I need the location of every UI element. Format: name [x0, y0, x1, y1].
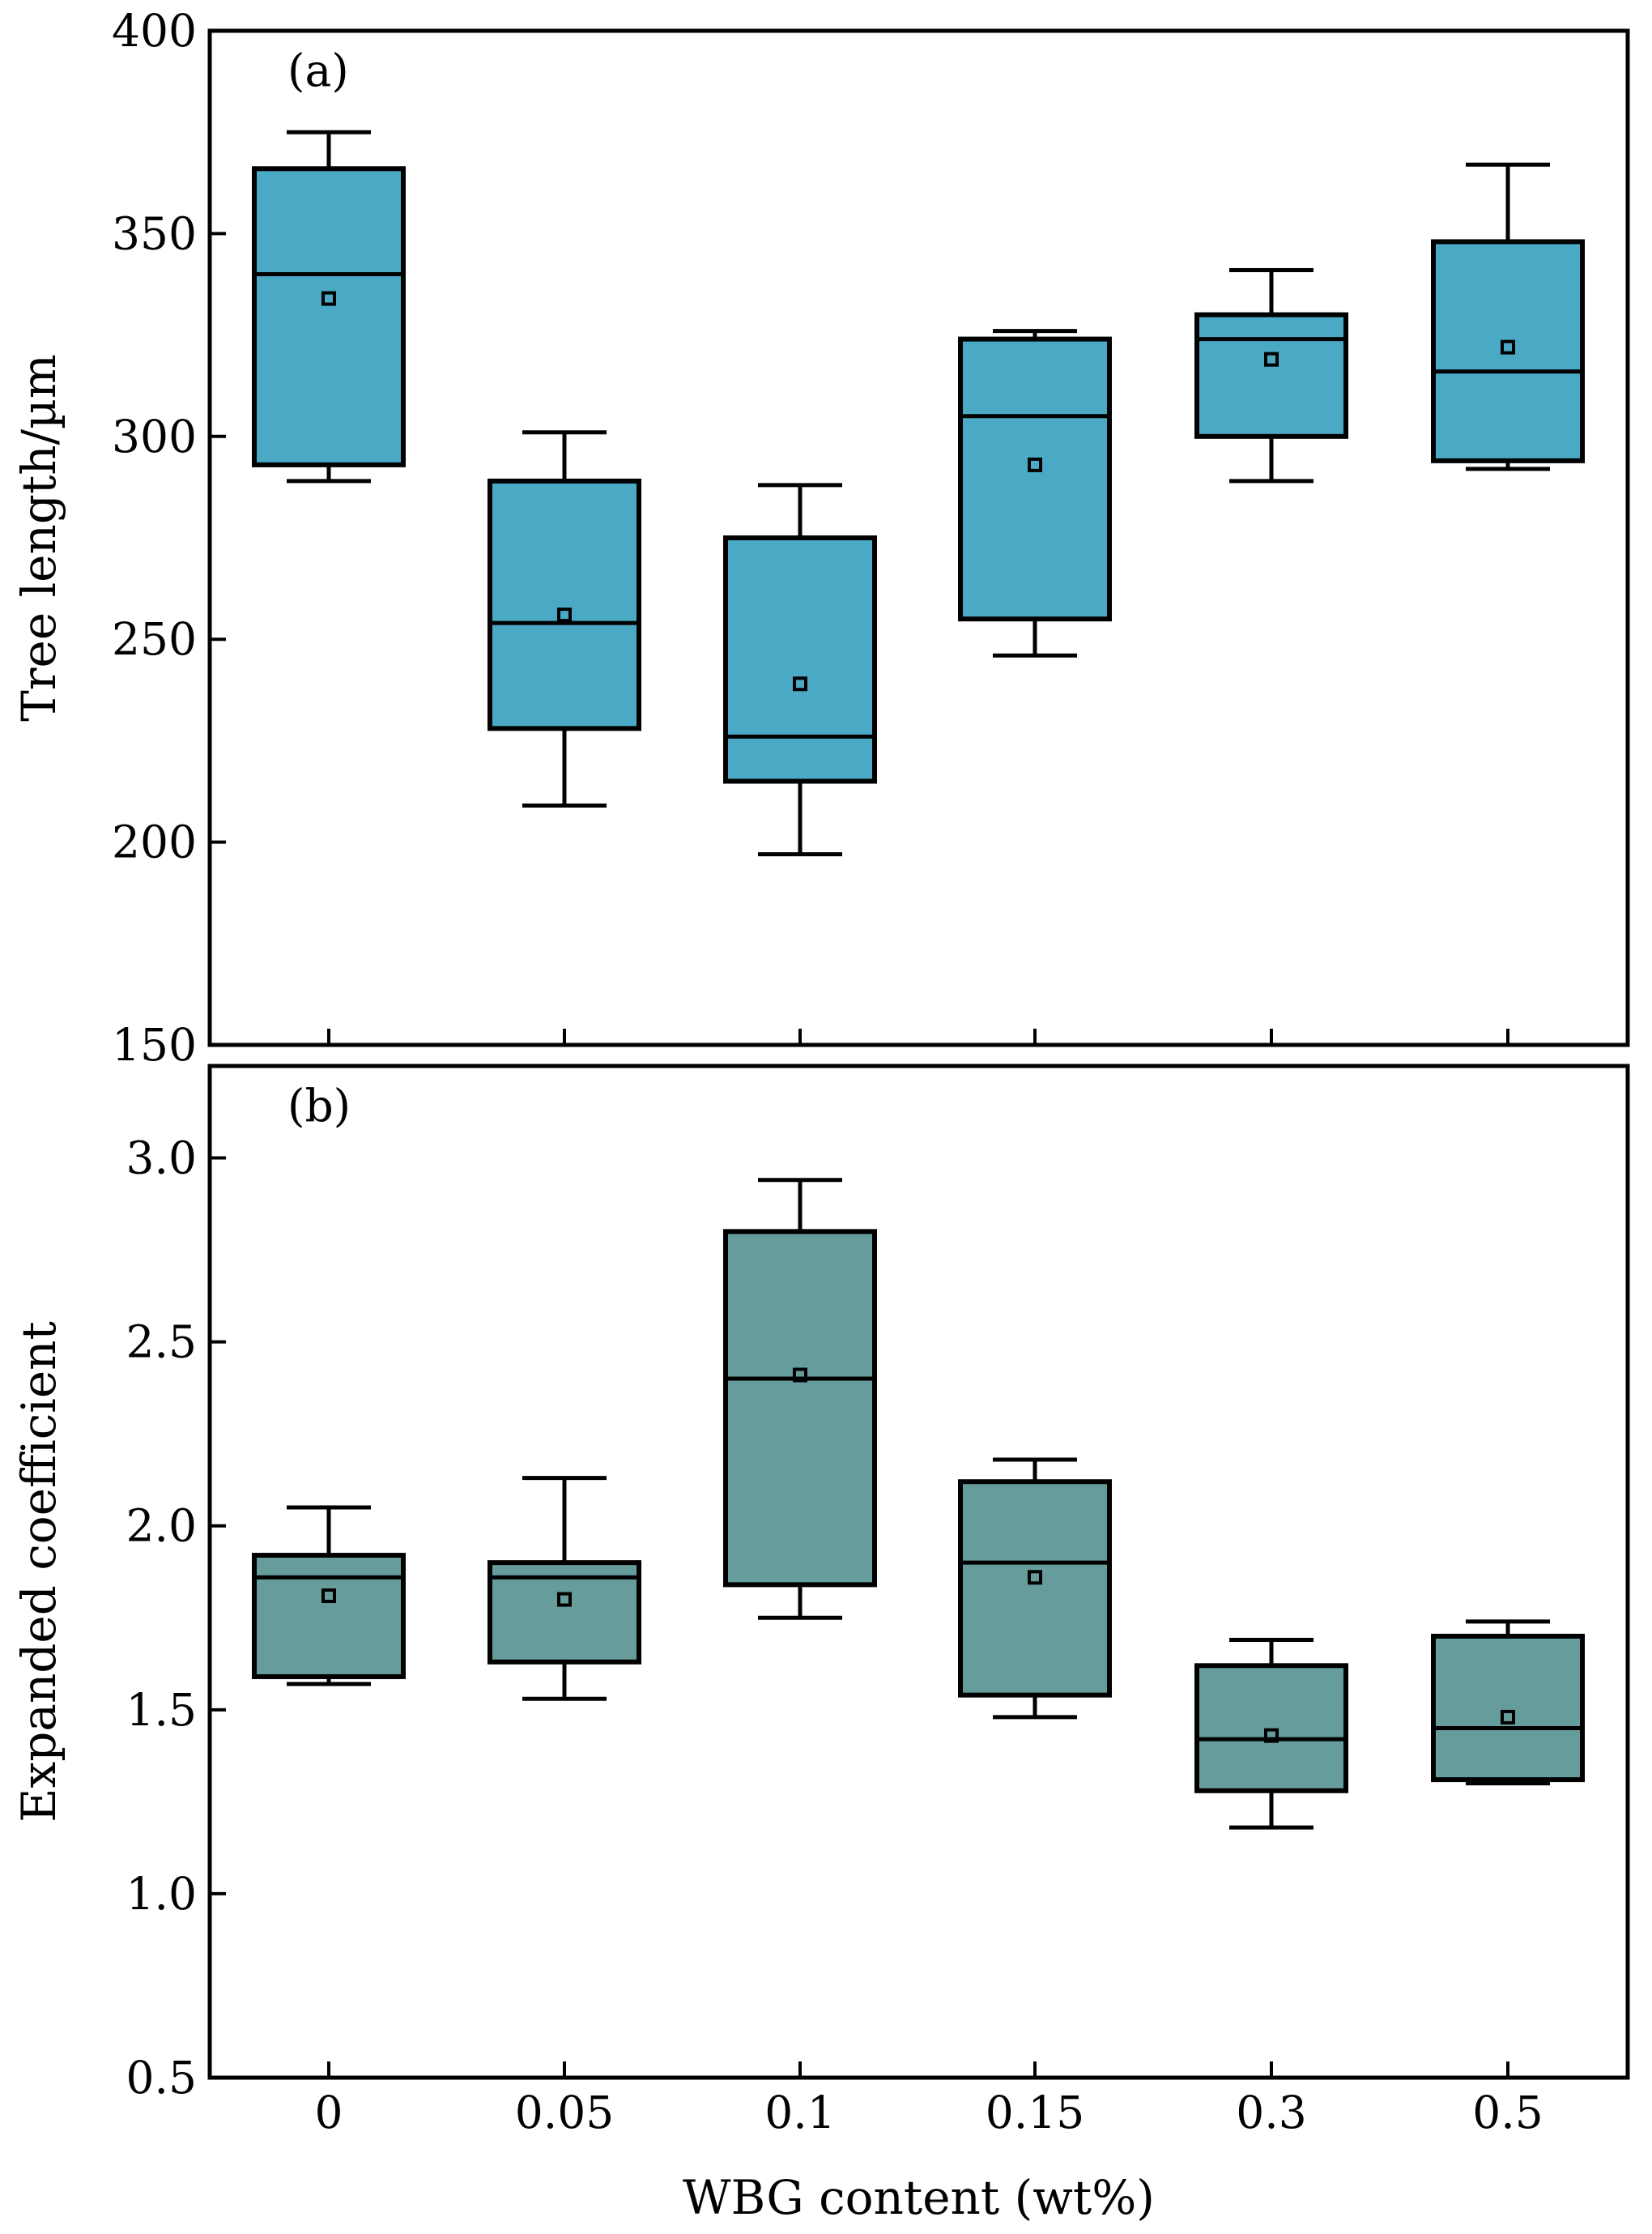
y-tick-label: 300 [112, 411, 197, 463]
y-tick-label: 400 [112, 5, 197, 57]
iqr-box [723, 1229, 877, 1588]
mean-marker [793, 676, 807, 692]
mean-marker [557, 1592, 572, 1607]
mean-marker [321, 291, 336, 306]
panel-label: (a) [287, 45, 349, 96]
y-tick-label: 0.5 [126, 2052, 197, 2104]
y-tick-label: 1.0 [126, 1868, 197, 1920]
y-tick-label: 200 [112, 816, 197, 868]
y-tick-label: 350 [112, 207, 197, 259]
box-0.15 [958, 329, 1112, 658]
box-0.1 [723, 483, 877, 857]
box-0 [252, 130, 406, 484]
iqr-box [252, 166, 406, 467]
x-tick-label: 0.3 [1236, 2087, 1306, 2138]
panel-b-expanded-coefficient: 0.5 1.0 1.5 2.0 2.5 3.0 0 0.05 0.1 0.15 0.3 0.5 Expa… [11, 1064, 1630, 2225]
box-0.1 [723, 1178, 877, 1620]
box-0 [252, 1505, 406, 1686]
y-tick-label: 2.0 [126, 1500, 197, 1552]
plot-frame [207, 28, 1630, 1047]
iqr-box [252, 1553, 406, 1679]
panel-label: (b) [287, 1080, 351, 1132]
box-0.05 [488, 430, 641, 808]
iqr-box [488, 478, 641, 731]
box-0.3 [1194, 267, 1348, 484]
mean-marker [1501, 1709, 1515, 1725]
y-tick-label: 1.5 [126, 1684, 197, 1736]
mean-marker [557, 608, 572, 623]
y-tick-label: 250 [112, 613, 197, 665]
mean-marker [1264, 1728, 1279, 1743]
panel-a-tree-length: 150 200 250 300 350 400 Tree length/µm (a) [11, 5, 1630, 1071]
mean-marker [793, 1367, 807, 1383]
iqr-box [958, 1479, 1112, 1698]
mean-marker [1028, 457, 1042, 472]
box-0.05 [488, 1476, 641, 1701]
mean-marker [1028, 1570, 1042, 1585]
mean-marker [1501, 339, 1515, 355]
x-tick-label: 0.1 [764, 2087, 835, 2138]
iqr-box [723, 535, 877, 784]
box-0.5 [1431, 1619, 1585, 1786]
iqr-box [958, 336, 1112, 622]
mean-marker [1264, 352, 1279, 367]
y-tick-label: 2.5 [126, 1316, 197, 1368]
iqr-box [1194, 1663, 1348, 1793]
x-axis-title: WBG content (wt%) [683, 2170, 1155, 2225]
x-tick-label: 0.05 [515, 2087, 614, 2138]
plot-frame [207, 1064, 1630, 2080]
x-tick-label: 0.5 [1472, 2087, 1543, 2138]
y-tick-label: 150 [112, 1019, 197, 1071]
y-axis-title: Expanded coefficient [11, 1321, 66, 1823]
box-0.3 [1194, 1638, 1348, 1830]
y-tick-label: 3.0 [126, 1132, 197, 1184]
x-tick-label: 0.15 [986, 2087, 1084, 2138]
iqr-box [1431, 1633, 1585, 1783]
mean-marker [321, 1588, 336, 1604]
iqr-box [1194, 312, 1348, 439]
y-axis-title: Tree length/µm [11, 354, 66, 722]
box-0.5 [1431, 162, 1585, 471]
box-0.15 [958, 1457, 1112, 1720]
x-tick-label: 0 [315, 2087, 343, 2138]
